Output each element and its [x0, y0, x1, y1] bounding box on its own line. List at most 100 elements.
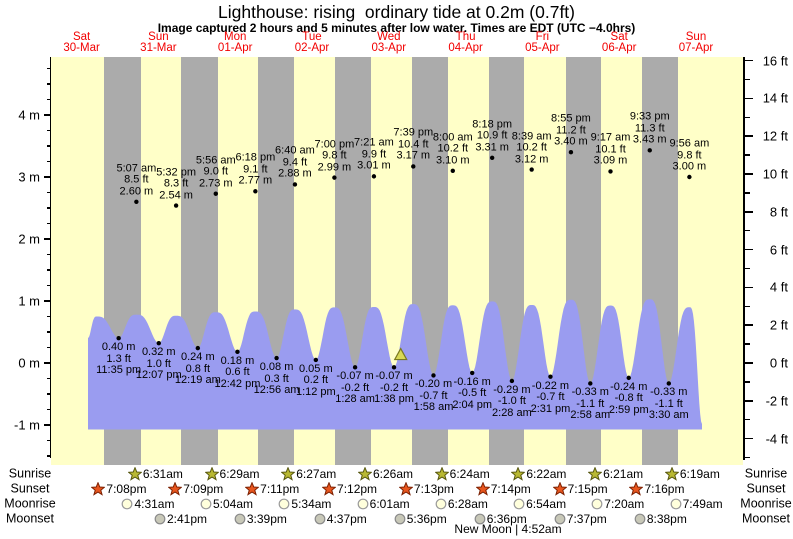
sunset-marker: 7:13pm [398, 482, 454, 496]
ft-axis-minor-tick [745, 343, 750, 345]
sunrise-star-icon [127, 467, 142, 481]
ft-axis-tick-label: 8 ft [769, 204, 788, 220]
moonset-circle-icon [234, 513, 246, 525]
ft-axis-tick-label: 14 ft [762, 90, 788, 106]
ft-axis-minor-tick [745, 116, 750, 119]
m-axis-minor-tick [46, 191, 51, 194]
sunrise-marker: 6:27am [281, 467, 336, 481]
moonrise-time: 6:54am [526, 497, 567, 511]
moonrise-circle-icon [435, 498, 447, 510]
moonset-circle-icon [154, 513, 166, 525]
ft-axis-minor-tick [745, 192, 750, 194]
m-axis-tick-label: 3 m [18, 169, 40, 185]
moonset-circle-icon [474, 513, 486, 525]
sunrise-row-label-left: Sunrise [8, 466, 52, 481]
moonset-marker: 7:37pm [554, 512, 607, 526]
tide-label-high: 6:40 am 9.4 ft 2.88 m [275, 144, 315, 180]
ft-axis-tick-label: 6 ft [769, 242, 788, 258]
moonset-time: 4:37pm [326, 512, 367, 526]
m-axis-minor-tick [46, 284, 51, 287]
moonset-marker: 2:41pm [154, 512, 207, 526]
moonset-marker: 6:36pm [474, 512, 527, 526]
moonrise-marker: 6:01am [357, 497, 410, 511]
m-axis-minor-tick [46, 455, 51, 457]
m-axis-minor-tick [46, 98, 51, 101]
m-axis-minor-tick [46, 145, 51, 147]
moonset-row-label-right: Moonset [742, 511, 790, 526]
sunset-time: 7:14pm [490, 482, 531, 496]
m-axis-tick-label: -1 m [14, 417, 40, 433]
sunset-marker: 7:09pm [168, 482, 223, 496]
m-axis-tick-label: 4 m [18, 107, 40, 123]
ft-axis-tick-label: -4 ft [765, 431, 788, 447]
tide-label-low: 0.32 m 1.0 ft 12:07 pm [135, 346, 182, 382]
moonrise-marker: 5:34am [278, 497, 331, 511]
moonrise-time: 7:49am [682, 497, 723, 511]
sunset-star-icon [475, 482, 490, 496]
sunrise-marker: 6:31am [127, 467, 183, 481]
sunrise-star-icon [434, 467, 449, 481]
tide-label-low: -0.07 m -0.2 ft 1:38 pm [374, 370, 414, 406]
tide-label-low: -0.20 m -0.7 ft 1:58 am [413, 378, 454, 414]
moonrise-marker: 7:20am [591, 497, 644, 511]
ft-axis-major-tick [745, 211, 753, 213]
sunrise-time: 6:31am [142, 467, 183, 481]
day-label: Sat 06-Apr [601, 31, 637, 54]
moonset-time: 2:41pm [166, 512, 208, 526]
sunrise-time: 6:27am [296, 467, 337, 481]
sunrise-star-icon [664, 467, 679, 481]
ft-axis-major-tick [745, 135, 753, 137]
m-axis-tick-label: 2 m [18, 231, 40, 247]
ft-axis-major-tick [745, 286, 753, 289]
ft-axis-minor-tick [745, 154, 750, 156]
ft-axis-minor-tick [745, 229, 750, 232]
moonset-circle-icon [394, 513, 406, 525]
tide-label-high: 5:07 am 8.5 ft 2.60 m [116, 162, 157, 198]
sunset-time: 7:12pm [337, 482, 378, 496]
ft-axis-tick-label: 4 ft [769, 279, 788, 295]
day-label: Tue 02-Apr [294, 31, 330, 54]
tide-label-low: 0.24 m 0.8 ft 12:19 am [174, 351, 221, 387]
m-axis-tick-label: 1 m [18, 293, 40, 309]
tide-label-low: 0.05 m 0.2 ft 1:12 pm [295, 362, 336, 398]
sunset-marker: 7:11pm [245, 482, 299, 496]
tide-label-low: 0.18 m 0.6 ft 12:42 pm [214, 354, 261, 390]
sunset-star-icon [322, 482, 337, 496]
tide-label-low: -0.16 m -0.5 ft 2:04 pm [452, 375, 493, 411]
tide-label-high: 5:56 am 9.0 ft 2.73 m [195, 154, 236, 190]
night-band [181, 57, 218, 465]
tide-label-high: 9:56 am 9.8 ft 3.00 m [669, 137, 710, 173]
moonset-circle-icon [554, 513, 566, 525]
m-axis-minor-tick [46, 439, 51, 442]
ft-axis-tick-label: 0 ft [769, 355, 788, 371]
sunrise-time: 6:19am [679, 467, 720, 481]
ft-axis-tick-label: 10 ft [762, 166, 788, 182]
tide-label-low: -0.29 m -1.0 ft 2:28 am [492, 383, 532, 419]
ft-axis-major-tick [745, 400, 753, 402]
moonset-row-label-left: Moonset [6, 511, 54, 526]
m-axis-minor-tick [46, 393, 51, 395]
moonset-time: 5:36pm [406, 512, 447, 526]
sunrise-time: 6:24am [449, 467, 490, 481]
sunrise-star-icon [281, 467, 296, 481]
ft-axis-tick-label: -2 ft [765, 393, 788, 409]
tide-label-high: 8:00 am 10.2 ft 3.10 m [432, 131, 473, 167]
day-label: Sun 31-Mar [140, 31, 177, 54]
moonrise-time: 4:31am [134, 497, 175, 511]
m-axis-major-tick [43, 362, 51, 364]
sunset-star-icon [91, 482, 106, 496]
m-axis-minor-tick [46, 377, 51, 380]
moonset-circle-icon [634, 513, 646, 525]
tide-label-high: 7:00 pm 9.8 ft 2.99 m [314, 138, 355, 174]
ft-axis-major-tick [745, 248, 753, 251]
tide-label-high: 6:18 pm 9.1 ft 2.77 m [235, 151, 276, 187]
m-axis-minor-tick [46, 222, 51, 225]
tide-label-high: 7:39 pm 10.4 ft 3.17 m [393, 126, 434, 162]
tide-label-high: 8:55 pm 11.2 ft 3.40 m [551, 112, 591, 148]
sunrise-star-icon [588, 467, 603, 481]
tide-label-low: -0.33 m -1.1 ft 3:30 am [648, 386, 689, 422]
moonrise-circle-icon [200, 498, 212, 510]
moonrise-time: 5:04am [213, 497, 254, 511]
sunrise-marker: 6:26am [357, 467, 413, 481]
tide-label-low: 0.08 m 0.3 ft 12:56 am [253, 361, 300, 397]
